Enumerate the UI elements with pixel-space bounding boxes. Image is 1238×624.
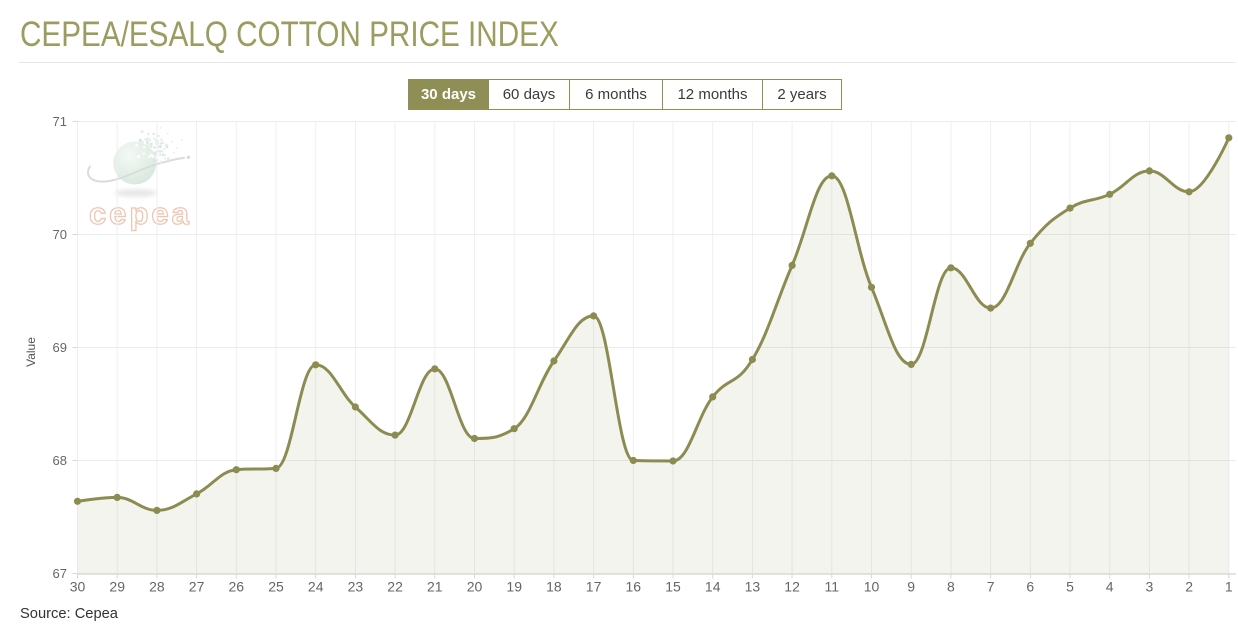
svg-text:28: 28 — [149, 579, 165, 595]
svg-text:8: 8 — [947, 579, 955, 595]
svg-text:67: 67 — [53, 566, 67, 581]
svg-text:cepea: cepea — [89, 196, 192, 231]
svg-text:12: 12 — [784, 579, 800, 595]
svg-text:69: 69 — [53, 340, 67, 355]
svg-text:9: 9 — [907, 579, 915, 595]
svg-text:14: 14 — [705, 579, 721, 595]
svg-text:1: 1 — [1225, 579, 1233, 595]
svg-text:25: 25 — [268, 579, 284, 595]
svg-text:22: 22 — [387, 579, 403, 595]
svg-text:24: 24 — [308, 579, 324, 595]
svg-text:27: 27 — [189, 579, 205, 595]
svg-text:71: 71 — [53, 114, 67, 129]
svg-text:18: 18 — [546, 579, 562, 595]
svg-text:17: 17 — [586, 579, 602, 595]
svg-text:15: 15 — [665, 579, 681, 595]
svg-text:68: 68 — [53, 453, 67, 468]
svg-text:19: 19 — [506, 579, 522, 595]
svg-text:16: 16 — [626, 579, 642, 595]
svg-text:30: 30 — [70, 579, 86, 595]
svg-text:7: 7 — [987, 579, 995, 595]
svg-text:2: 2 — [1185, 579, 1193, 595]
svg-text:5: 5 — [1066, 579, 1074, 595]
svg-text:23: 23 — [348, 579, 364, 595]
svg-text:20: 20 — [467, 579, 483, 595]
svg-text:70: 70 — [53, 227, 67, 242]
svg-text:11: 11 — [825, 579, 840, 595]
svg-text:3: 3 — [1146, 579, 1154, 595]
svg-text:26: 26 — [229, 579, 245, 595]
svg-text:10: 10 — [864, 579, 880, 595]
svg-text:21: 21 — [427, 579, 443, 595]
svg-text:Value: Value — [24, 337, 38, 367]
svg-text:4: 4 — [1106, 579, 1114, 595]
svg-text:13: 13 — [745, 579, 761, 595]
svg-text:29: 29 — [109, 579, 125, 595]
svg-text:6: 6 — [1026, 579, 1034, 595]
